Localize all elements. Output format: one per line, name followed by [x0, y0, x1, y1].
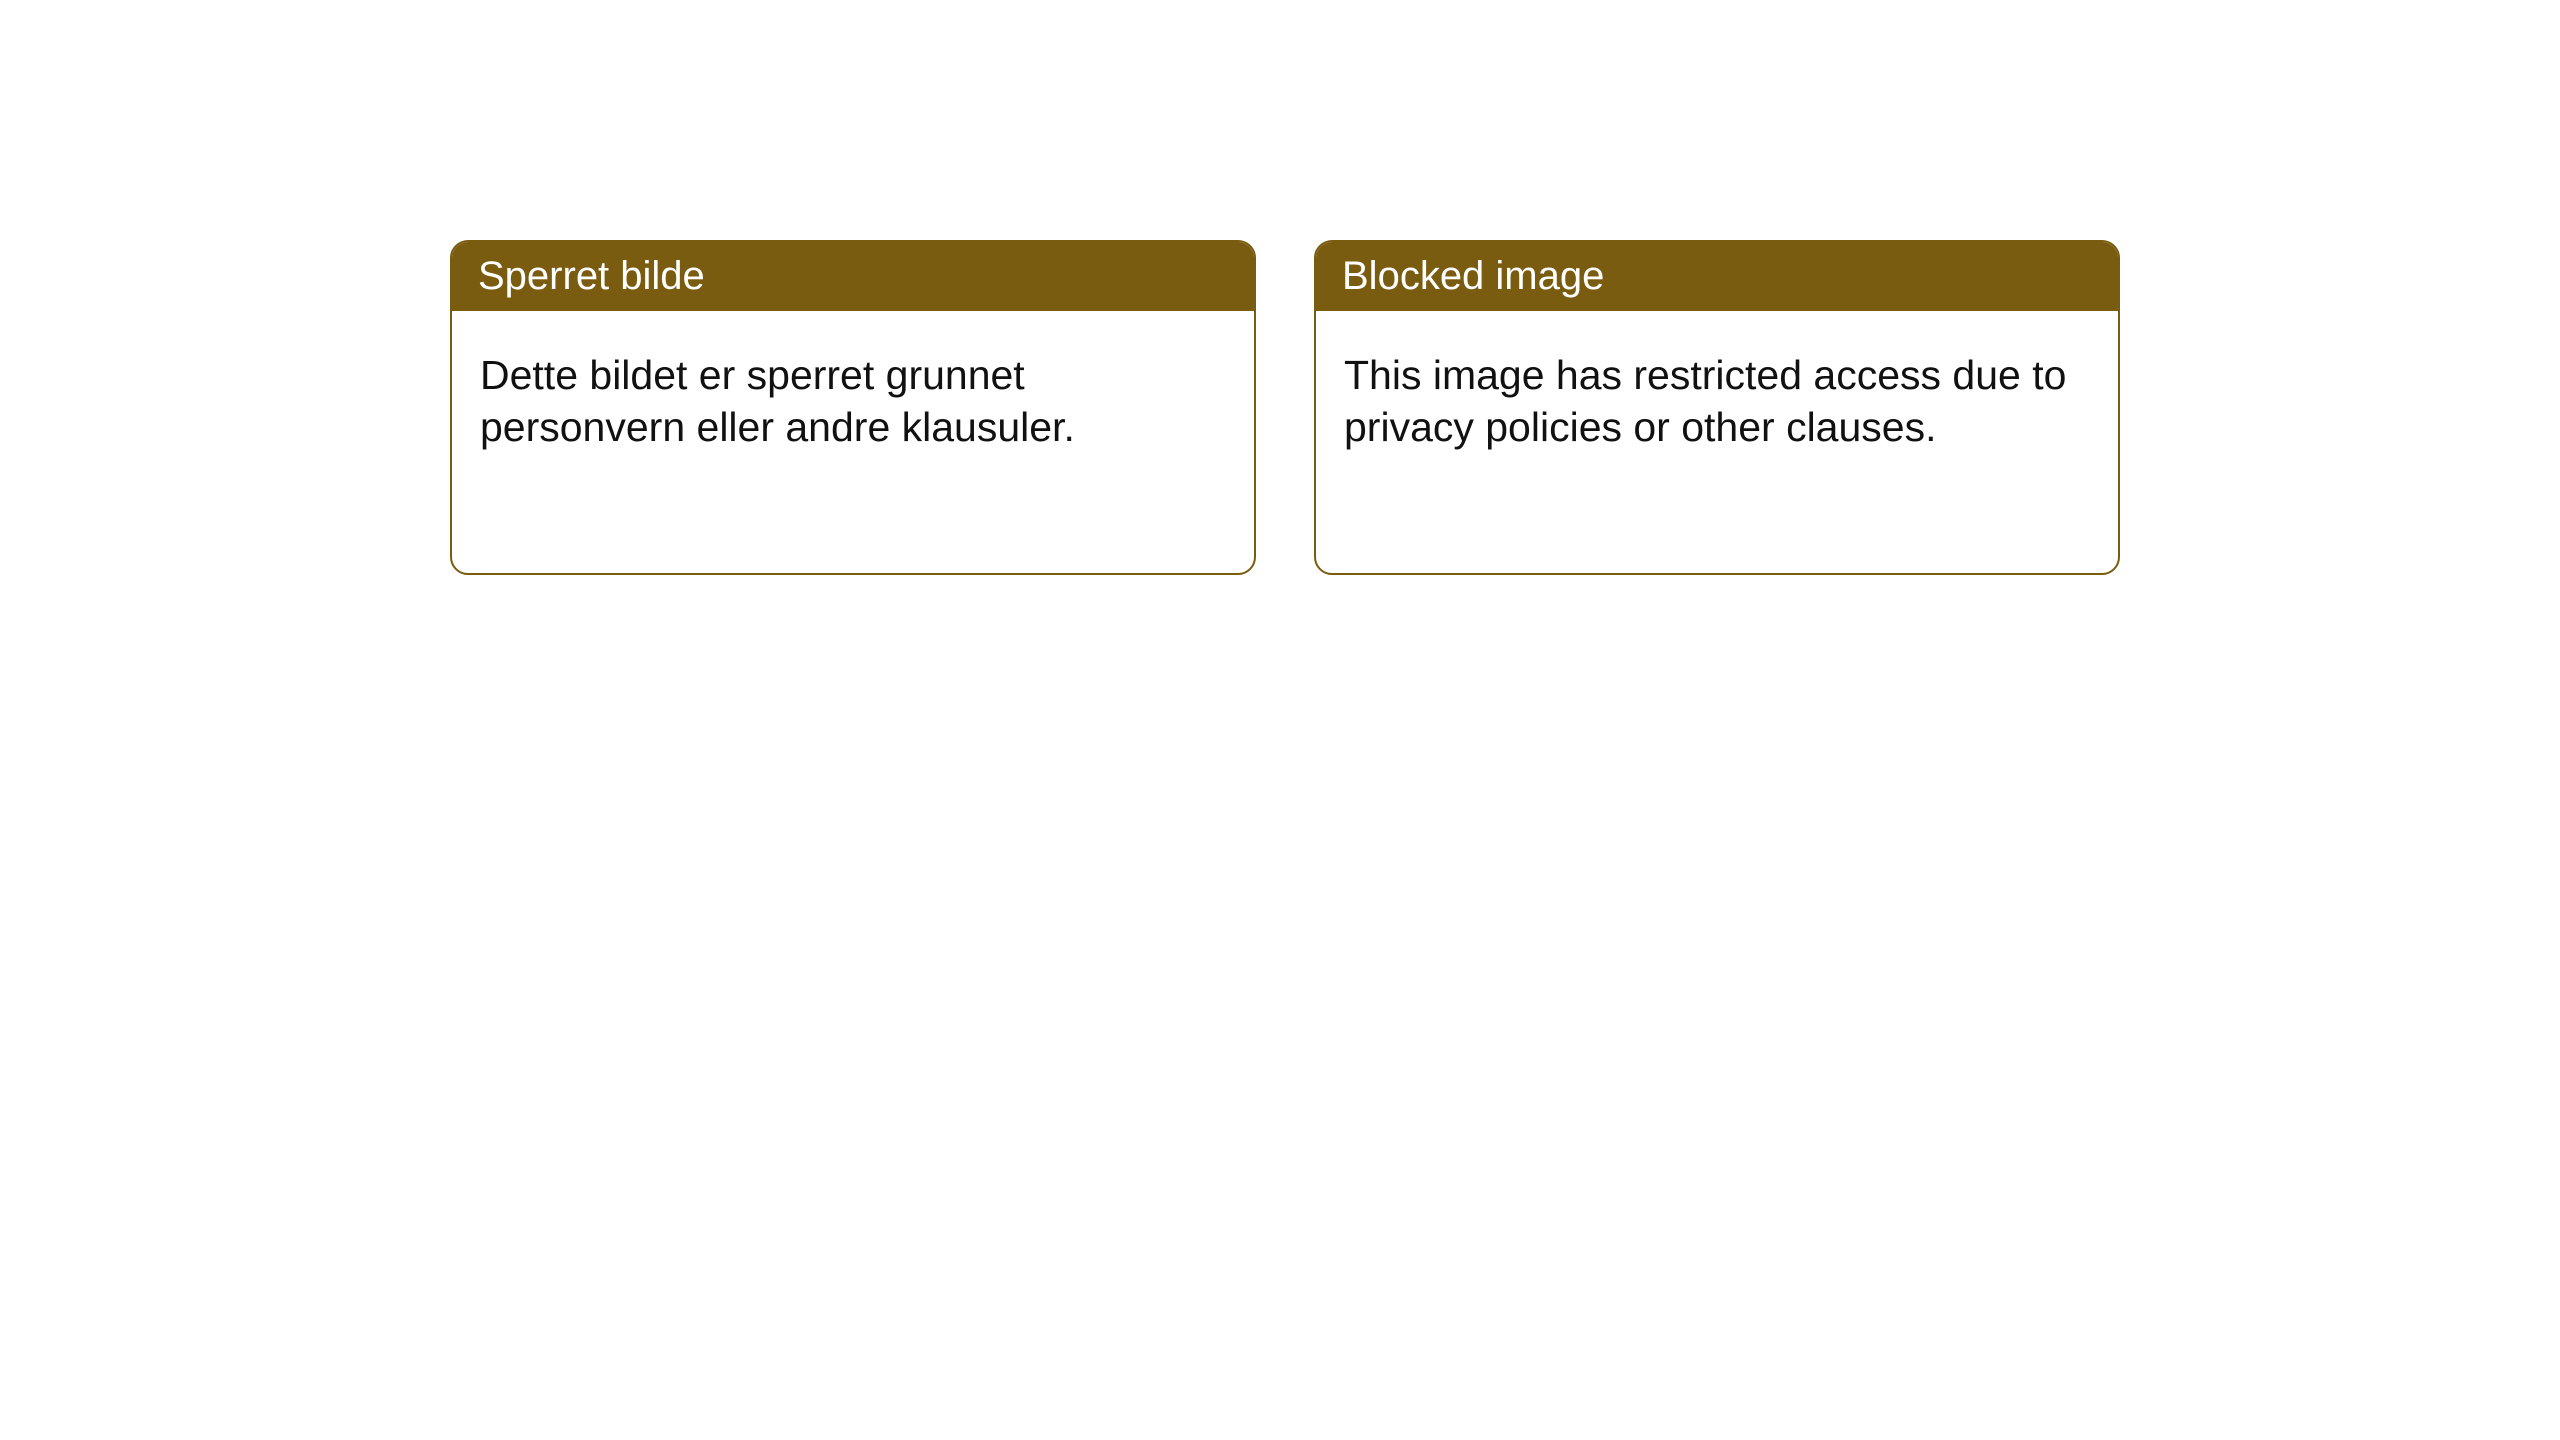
blocked-image-cards: Sperret bilde Dette bildet er sperret gr…: [450, 240, 2560, 575]
blocked-image-card-no: Sperret bilde Dette bildet er sperret gr…: [450, 240, 1256, 575]
blocked-image-card-en: Blocked image This image has restricted …: [1314, 240, 2120, 575]
card-title: Sperret bilde: [452, 242, 1254, 311]
card-body: Dette bildet er sperret grunnet personve…: [452, 311, 1254, 492]
card-title: Blocked image: [1316, 242, 2118, 311]
card-body: This image has restricted access due to …: [1316, 311, 2118, 492]
